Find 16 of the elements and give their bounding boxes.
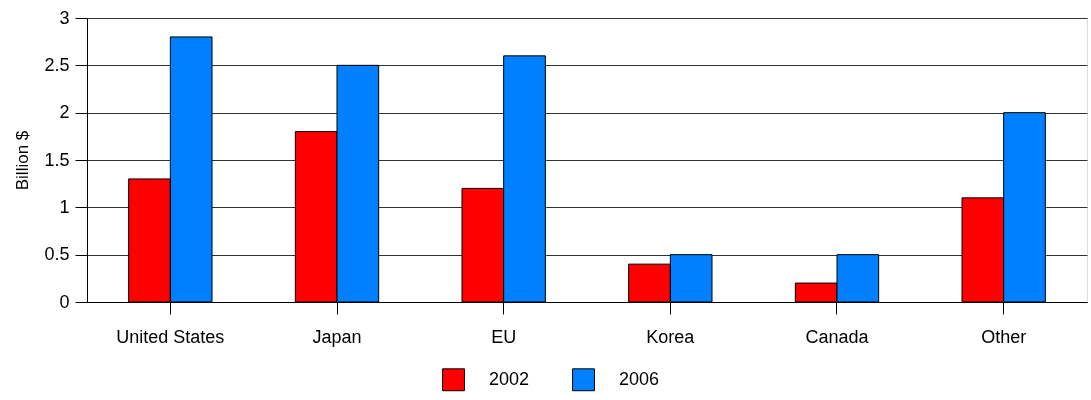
legend-label: 2006 [619,368,660,389]
y-tick-label: 0.5 [44,244,70,265]
y-tick-label: 1.5 [44,149,70,170]
y-tick-label: 2 [59,102,70,123]
x-tick-label: EU [491,326,517,347]
x-tick-label: United States [116,326,225,347]
legend-label: 2002 [489,368,530,389]
y-tick-label: 1 [59,196,70,217]
y-tick-label: 0 [59,291,70,312]
x-tick-label: Japan [312,326,362,347]
y-axis-title: Billion $ [13,130,33,191]
y-tick-label: 3 [59,7,70,28]
x-tick-label: Other [981,326,1027,347]
x-tick-label: Canada [805,326,870,347]
x-tick-label: Korea [646,326,696,347]
y-tick-label: 2.5 [44,54,70,75]
